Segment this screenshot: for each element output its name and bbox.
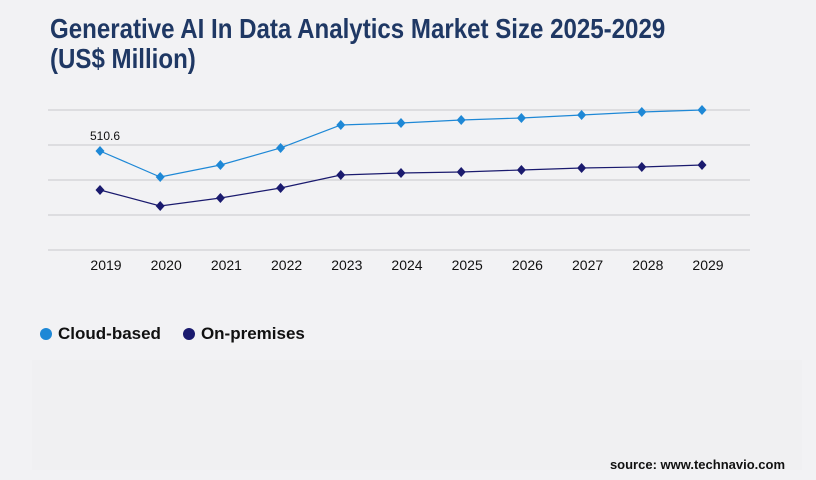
data-point [396,117,406,128]
data-point [336,169,346,180]
x-tick-label: 2023 [331,257,362,273]
data-point [516,164,526,175]
x-tick-label: 2021 [211,257,242,273]
data-point [637,161,647,172]
chart-title: Generative AI In Data Analytics Market S… [50,14,665,74]
data-point [155,171,165,182]
data-point [215,159,225,170]
x-tick-label: 2027 [572,257,603,273]
x-tick-label: 2029 [692,257,723,273]
legend-item-cloud: Cloud-based [40,324,161,344]
data-point [155,200,165,211]
x-tick-label: 2019 [90,257,121,273]
x-tick-label: 2028 [632,257,663,273]
data-point [697,159,707,170]
x-tick-label: 2026 [512,257,543,273]
data-point [637,106,647,117]
legend-marker-cloud [40,328,52,340]
legend: Cloud-based On-premises [40,324,305,344]
x-tick-label: 2020 [151,257,182,273]
data-point [95,184,105,195]
x-tick-label: 2022 [271,257,302,273]
data-point [215,192,225,203]
data-point [95,145,105,156]
data-point [276,142,286,153]
data-point [396,167,406,178]
legend-label-cloud: Cloud-based [58,324,161,343]
legend-marker-onprem [182,328,195,340]
title-line-2: (US$ Million) [50,43,196,74]
source-text: source: www.technavio.com [609,457,785,472]
x-tick-label: 2024 [391,257,422,273]
legend-label-onprem: On-premises [200,324,305,343]
data-point [456,166,466,177]
lower-panel [32,360,802,470]
data-point [577,109,587,120]
data-point [336,119,346,130]
x-tick-label: 2025 [452,257,483,273]
data-point [456,114,466,125]
data-point [276,182,286,193]
data-point [697,104,707,115]
data-point [577,162,587,173]
title-line-1: Generative AI In Data Analytics Market S… [50,13,666,44]
legend-item-onprem: On-premises [182,324,305,344]
data-point [516,112,526,123]
data-label: 510.6 [90,129,120,143]
